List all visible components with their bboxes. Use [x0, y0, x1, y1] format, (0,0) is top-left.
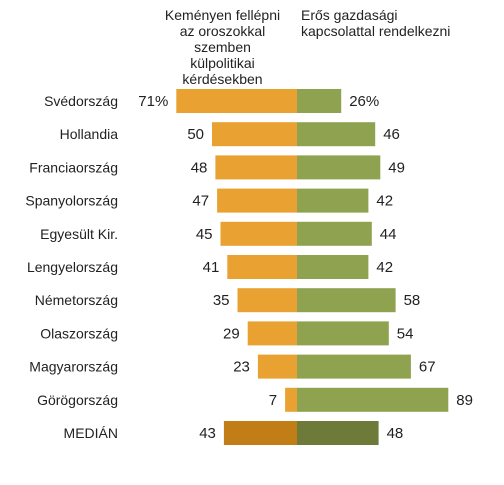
right-value-label: 67: [419, 359, 436, 376]
right-bar: [297, 255, 369, 279]
left-value-label: 47: [192, 193, 209, 210]
left-value-label: 45: [196, 226, 213, 243]
right-value-label: 42: [376, 259, 393, 276]
right-value-label: 54: [397, 325, 414, 342]
right-bar: [297, 387, 449, 412]
left-bar: [217, 188, 297, 213]
right-bar: [297, 122, 376, 147]
right-bar: [297, 188, 369, 213]
right-series-header: Erős gazdasági kapcsolattal rendelkezni: [301, 7, 501, 39]
right-value-label: 48: [387, 425, 404, 442]
left-value-label: 50: [187, 126, 204, 143]
right-value-label: 49: [388, 159, 405, 176]
left-value-label: 48: [191, 159, 208, 176]
category-label: Egyesült Kir.: [40, 226, 118, 242]
left-bar: [247, 321, 297, 346]
left-value-label: 43: [199, 425, 216, 442]
right-value-label: 58: [404, 292, 421, 309]
left-bar: [223, 421, 297, 445]
category-label: Svédország: [44, 93, 118, 109]
right-header-line-1: Erős gazdasági: [301, 7, 398, 23]
category-label: Olaszország: [40, 325, 118, 341]
left-bar: [176, 89, 297, 113]
category-label: Hollandia: [60, 126, 119, 142]
category-label: Lengyelország: [27, 259, 118, 275]
right-value-label: 42: [376, 193, 393, 210]
right-bar: [297, 421, 379, 445]
left-series-header: Keményen fellépni az oroszokkal szemben …: [150, 7, 295, 87]
right-bar: [297, 321, 389, 346]
left-value-label: 7: [269, 392, 277, 409]
left-value-label: 41: [203, 259, 220, 276]
left-header-line-1: Keményen fellépni: [164, 7, 281, 23]
right-value-label: 26%: [349, 93, 379, 110]
right-value-label: 46: [383, 126, 400, 143]
left-header-line-3: külpolitikai kérdésekben: [182, 55, 263, 87]
left-header-line-2: az oroszokkal szemben: [179, 23, 266, 55]
right-value-label: 44: [380, 226, 397, 243]
category-label: Magyarország: [29, 359, 118, 375]
right-bar: [297, 89, 342, 113]
right-value-label: 89: [456, 392, 473, 409]
category-label: Görögország: [37, 392, 118, 408]
right-bar: [297, 288, 396, 313]
category-label: MEDIÁN: [64, 425, 118, 441]
left-bar: [285, 387, 297, 412]
category-label: Németország: [35, 292, 118, 308]
right-bar: [297, 221, 372, 246]
left-value-label: 71%: [138, 93, 168, 110]
category-label: Spanyolország: [25, 193, 118, 209]
left-bar: [215, 155, 297, 180]
right-bar: [297, 354, 411, 379]
left-bar: [212, 122, 297, 147]
left-bar: [220, 221, 297, 246]
left-value-label: 23: [233, 359, 250, 376]
left-bar: [227, 255, 297, 279]
right-header-line-2: kapcsolattal rendelkezni: [301, 23, 451, 39]
left-bar: [257, 354, 297, 379]
left-bar: [237, 288, 297, 313]
category-label: Franciaország: [29, 159, 118, 175]
left-value-label: 29: [223, 325, 240, 342]
left-value-label: 35: [213, 292, 230, 309]
right-bar: [297, 155, 381, 180]
